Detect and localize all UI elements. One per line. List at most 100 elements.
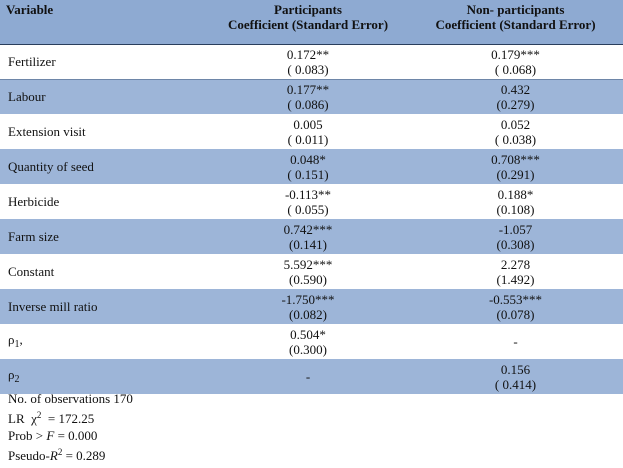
stat-observations: No. of observations 170 bbox=[8, 391, 133, 406]
row-variable: Fertilizer bbox=[0, 44, 208, 80]
nonparticipants-standard-error: (0.308) bbox=[496, 236, 535, 252]
row-participants-cell: -0.113**( 0.055) bbox=[208, 184, 408, 219]
nonparticipants-standard-error: (1.492) bbox=[496, 271, 535, 287]
participants-standard-error: ( 0.055) bbox=[287, 201, 329, 217]
nonparticipants-coefficient: 0.179*** bbox=[491, 46, 540, 62]
table-row: Labour 0.177**( 0.086) 0.432 (0.279) bbox=[0, 79, 623, 114]
lr-prefix: LR χ bbox=[8, 411, 37, 426]
header-participants: Participants Coefficient (Standard Error… bbox=[208, 0, 408, 44]
row-participants-cell: 5.592*** (0.590) bbox=[208, 254, 408, 289]
nonparticipants-coefficient: 0.188* bbox=[497, 186, 534, 202]
nonparticipants-standard-error: (0.279) bbox=[496, 96, 535, 112]
row-variable: Labour bbox=[8, 89, 46, 105]
table-row: Herbicide -0.113**( 0.055) 0.188* (0.108) bbox=[0, 184, 623, 219]
row-nonparticipants-cell: -1.057 (0.308) bbox=[408, 219, 623, 254]
participants-coefficient: 0.742*** bbox=[283, 221, 333, 237]
row-participants-cell: 0.504* (0.300) bbox=[208, 324, 408, 359]
row-participants-cell: 0.048*( 0.151) bbox=[208, 149, 408, 184]
row-participants-cell: 0.177**( 0.086) bbox=[208, 79, 408, 114]
rho-symbol: ρ bbox=[8, 331, 15, 347]
lr-superscript: 2 bbox=[36, 410, 42, 420]
participants-coefficient: 0.177** bbox=[286, 81, 330, 97]
row-nonparticipants-cell: -0.553*** (0.078) bbox=[408, 289, 623, 324]
participants-coefficient: -1.750*** bbox=[281, 291, 335, 307]
prob-prefix: Prob > bbox=[8, 428, 47, 443]
row-nonparticipants-cell: 2.278 (1.492) bbox=[408, 254, 623, 289]
row-variable-rho2: ρ2 bbox=[0, 359, 208, 394]
table-row-rho2: ρ2 - 0.156( 0.414) bbox=[0, 359, 623, 394]
table-row: Inverse mill ratio -1.750*** (0.082) -0.5… bbox=[0, 289, 623, 324]
nonparticipants-standard-error: (0.078) bbox=[496, 306, 535, 322]
rho-suffix: , bbox=[19, 331, 23, 347]
row-nonparticipants-cell: 0.708*** (0.291) bbox=[408, 149, 623, 184]
rho-subscript: 2 bbox=[14, 373, 20, 385]
row-nonparticipants-cell: 0.432 (0.279) bbox=[408, 79, 623, 114]
participants-coefficient: - bbox=[305, 369, 311, 384]
row-participants-cell: 0.005( 0.011) bbox=[208, 114, 408, 149]
header-participants-title: Participants bbox=[274, 2, 342, 17]
row-nonparticipants-cell: - bbox=[408, 324, 623, 359]
table-header-row: Variable Participants Coefficient (Stand… bbox=[0, 0, 623, 44]
participants-coefficient: 0.005 bbox=[293, 116, 323, 132]
participants-coefficient: -0.113** bbox=[284, 186, 332, 202]
participants-standard-error: ( 0.083) bbox=[287, 61, 329, 77]
row-variable-rho1: ρ1, bbox=[0, 324, 208, 359]
header-nonparticipants-subtitle: Coefficient (Standard Error) bbox=[435, 17, 596, 32]
nonparticipants-coefficient: 0.708*** bbox=[491, 151, 540, 167]
nonparticipants-coefficient: 0.156 bbox=[500, 361, 531, 377]
table-row: Constant 5.592*** (0.590) 2.278 (1.492) bbox=[0, 254, 623, 289]
table-row: Fertilizer 0.172**( 0.083) 0.179***( 0.0… bbox=[0, 44, 623, 80]
participants-standard-error: ( 0.151) bbox=[287, 166, 329, 182]
header-nonparticipants-title: Non- participants bbox=[466, 2, 565, 17]
participants-standard-error: ( 0.086) bbox=[287, 96, 329, 112]
nonparticipants-standard-error: ( 0.068) bbox=[494, 61, 537, 77]
nonparticipants-standard-error: ( 0.414) bbox=[494, 376, 537, 392]
row-nonparticipants-cell: 0.156( 0.414) bbox=[408, 359, 623, 394]
participants-coefficient: 0.172** bbox=[286, 46, 330, 62]
nonparticipants-coefficient: 0.432 bbox=[500, 81, 531, 97]
pseudo-prefix: Pseudo- bbox=[8, 448, 50, 463]
nonparticipants-coefficient: - bbox=[513, 334, 518, 349]
row-variable: Inverse mill ratio bbox=[8, 299, 98, 314]
nonparticipants-coefficient: 0.052 bbox=[500, 116, 531, 132]
pseudo-variable: R bbox=[49, 448, 58, 463]
row-participants-cell: - bbox=[208, 359, 408, 394]
table-row: Farm size 0.742*** (0.141) -1.057 (0.308) bbox=[0, 219, 623, 254]
pseudo-superscript: 2 bbox=[57, 447, 63, 457]
header-participants-subtitle: Coefficient (Standard Error) bbox=[227, 17, 389, 32]
participants-standard-error: (0.590) bbox=[289, 271, 327, 287]
table-row: Extension visit 0.005( 0.011) 0.052( 0.0… bbox=[0, 114, 623, 149]
stat-prob: Prob > F = 0.000 bbox=[8, 427, 133, 444]
prob-variable: F bbox=[46, 428, 55, 443]
row-variable: Extension visit bbox=[8, 124, 86, 139]
nonparticipants-standard-error: ( 0.038) bbox=[494, 131, 537, 147]
prob-value: = 0.000 bbox=[54, 428, 98, 443]
pseudo-value: = 0.289 bbox=[62, 448, 106, 463]
nonparticipants-standard-error: (0.108) bbox=[496, 201, 535, 217]
header-nonparticipants: Non- participants Coefficient (Standard … bbox=[408, 0, 623, 44]
nonparticipants-standard-error: (0.291) bbox=[496, 166, 535, 182]
participants-standard-error: ( 0.011) bbox=[287, 131, 329, 147]
row-participants-cell: -1.750*** (0.082) bbox=[208, 289, 408, 324]
participants-coefficient: 0.048* bbox=[290, 151, 326, 167]
participants-standard-error: (0.300) bbox=[289, 341, 327, 357]
participants-standard-error: (0.141) bbox=[289, 236, 327, 252]
stat-lr-chi2: LR χ2 = 172.25 bbox=[8, 407, 133, 427]
participants-standard-error: (0.082) bbox=[289, 306, 327, 322]
regression-table: Variable Participants Coefficient (Stand… bbox=[0, 0, 623, 394]
row-participants-cell: 0.742*** (0.141) bbox=[208, 219, 408, 254]
row-variable: Farm size bbox=[8, 229, 59, 244]
row-variable: Quantity of seed bbox=[8, 159, 94, 174]
model-statistics: No. of observations 170 LR χ2 = 172.25 P… bbox=[8, 390, 133, 464]
row-variable: Herbicide bbox=[8, 194, 60, 209]
participants-coefficient: 5.592*** bbox=[283, 256, 333, 272]
table-row: Quantity of seed 0.048*( 0.151) 0.708***… bbox=[0, 149, 623, 184]
row-nonparticipants-cell: 0.052( 0.038) bbox=[408, 114, 623, 149]
row-variable: Constant bbox=[8, 264, 55, 279]
header-variable: Variable bbox=[6, 2, 54, 17]
rho-symbol: ρ bbox=[8, 366, 15, 382]
row-nonparticipants-cell: 0.179***( 0.068) bbox=[408, 44, 623, 80]
rho-subscript: 1 bbox=[14, 338, 20, 350]
nonparticipants-coefficient: -0.553*** bbox=[488, 291, 543, 307]
